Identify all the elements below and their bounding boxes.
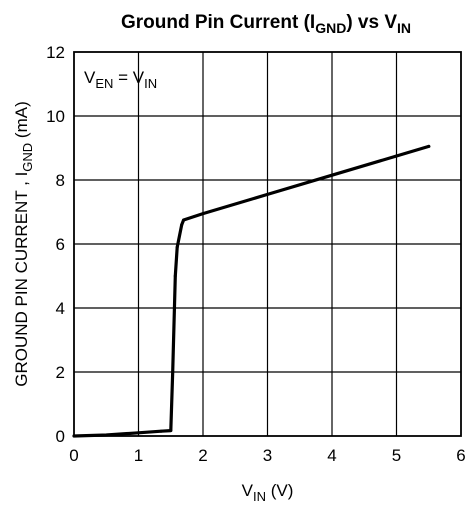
- data-point: [427, 144, 431, 148]
- ylabel-main: GROUND PIN CURRENT , I: [12, 172, 31, 387]
- ylabel-sub: GND: [20, 143, 35, 172]
- data-point: [173, 274, 177, 278]
- title-middle: ) vs V: [346, 12, 397, 33]
- grid: [74, 52, 461, 436]
- data-point: [159, 429, 163, 433]
- annotation-ven-vin: VEN = VIN: [84, 68, 157, 91]
- title-prefix: Ground Pin Current (I: [121, 12, 315, 33]
- annotation-sub-en: EN: [95, 76, 113, 91]
- y-axis-label: GROUND PIN CURRENT , IGND (mA): [12, 101, 35, 386]
- y-tick-label: 0: [56, 427, 65, 446]
- title-sub-gnd: GND: [315, 20, 346, 36]
- data-point: [201, 212, 205, 216]
- data-point: [395, 154, 398, 158]
- annotation-eq: = V: [113, 68, 144, 87]
- data-point: [266, 192, 269, 196]
- y-tick-label: 10: [46, 107, 65, 126]
- ylabel-suffix: (mA): [12, 101, 31, 143]
- data-point: [330, 173, 334, 177]
- x-axis-label: VIN (V): [242, 481, 294, 504]
- x-tick-label: 3: [263, 446, 272, 465]
- x-tick-label: 5: [392, 446, 401, 465]
- data-point: [175, 245, 179, 249]
- x-tick-label: 1: [134, 446, 143, 465]
- y-tick-label: 12: [46, 43, 65, 62]
- data-point: [171, 370, 175, 374]
- data-point: [137, 431, 140, 435]
- chart-title: Ground Pin Current (IGND) vs VIN: [121, 12, 411, 36]
- x-tick-label: 0: [69, 446, 78, 465]
- x-tick-label: 2: [198, 446, 207, 465]
- y-tick-label: 2: [56, 363, 65, 382]
- title-sub-in: IN: [397, 20, 411, 36]
- xlabel-suffix: (V): [266, 481, 293, 500]
- data-point: [104, 433, 108, 437]
- x-tick-label: 6: [456, 446, 465, 465]
- data-point: [182, 218, 186, 222]
- data-point: [72, 434, 76, 438]
- annotation-sub-in: IN: [144, 76, 157, 91]
- plot-frame: [73, 51, 462, 437]
- xlabel-main: V: [242, 481, 254, 500]
- series-line: [72, 144, 431, 438]
- y-tick-label: 8: [56, 171, 65, 190]
- x-tick-label: 4: [327, 446, 336, 465]
- y-tick-label: 6: [56, 235, 65, 254]
- annotation-v: V: [84, 68, 96, 87]
- xlabel-sub: IN: [253, 489, 266, 504]
- series-points: [72, 144, 431, 438]
- data-point: [180, 223, 184, 227]
- y-tick-label: 4: [56, 299, 65, 318]
- data-point: [169, 429, 173, 433]
